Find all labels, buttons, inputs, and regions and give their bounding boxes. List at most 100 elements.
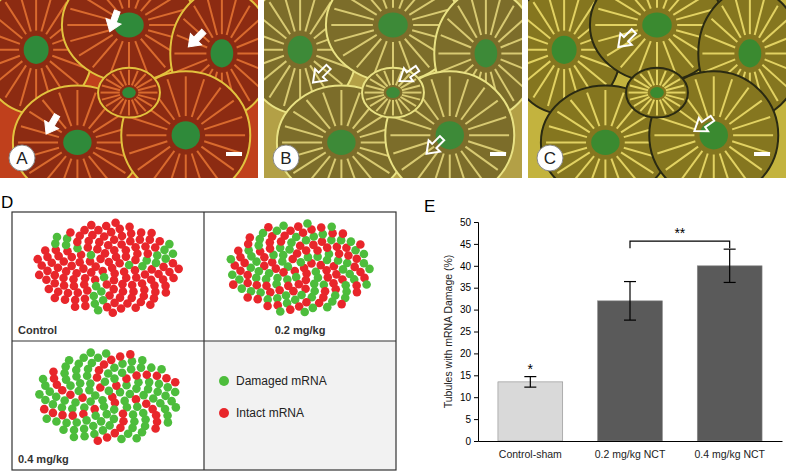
error-bar [524,377,536,388]
germ-cell-column [735,0,745,35]
damaged-dot [228,271,237,280]
damaged-dot [279,222,288,231]
micrograph [528,0,786,178]
tick-label: 30 [460,304,472,315]
damaged-dot [302,236,311,245]
error-bar-cap [724,282,736,283]
damaged-dot [252,274,261,283]
damaged-dot [365,265,374,274]
germ-cell-column [501,35,522,47]
germ-cell-column [151,151,175,178]
damaged-dot [157,365,166,374]
germ-cell-column [765,35,786,47]
germ-cell-column [656,0,658,8]
tick-label: 5 [465,414,471,425]
germ-cell-column [221,0,223,34]
germ-cell-column [438,52,470,54]
tick: 25 [460,326,478,337]
germ-cell-column [366,95,384,100]
germ-cell-column [617,156,641,178]
intact-dot [132,395,141,404]
lumen [591,130,619,155]
damaged-dot [227,255,236,264]
intact-dot [110,235,119,244]
damaged-dot [117,435,126,444]
intact-dot [162,374,171,383]
intact-dot [174,265,183,274]
damaged-dot [327,222,336,231]
tick: 20 [460,348,478,359]
intact-dot [33,255,42,264]
damaged-dot [110,405,119,414]
intact-dot [356,240,365,249]
intact-dot [126,237,135,246]
germ-cell-column [177,59,207,71]
intact-dot [81,302,90,311]
lumen [739,39,762,67]
lumen [700,121,728,149]
plot-area [498,249,762,441]
germ-cell-column [50,61,78,84]
germ-cell-column [207,0,217,35]
damaged-dot [171,388,180,397]
germ-cell-column [762,65,786,88]
germ-cell-column [702,52,734,54]
intact-dot [146,300,155,309]
damaged-dot [169,249,178,258]
intact-dot [344,251,353,260]
intact-dot [41,246,50,255]
intact-dot [66,228,75,237]
germ-cell-column [101,92,120,94]
germ-cell-column [0,49,19,51]
germ-cell-column [713,76,715,116]
germ-cell-column [76,159,78,178]
micrograph [264,0,522,178]
tick-label: 35 [460,282,472,293]
germ-cell-column [621,152,653,173]
germ-cell-column [666,92,685,94]
germ-cell-column [357,0,381,11]
intact-dot [87,221,96,230]
damaged-dot [102,349,111,358]
germ-cell-column [656,100,658,115]
germ-cell-column [374,0,387,9]
damaged-dot [138,356,147,365]
germ-cell-column [185,155,187,178]
intact-dot [171,378,180,387]
arrow [39,111,64,138]
damaged-dot [52,417,61,426]
damaged-dot [94,306,103,315]
tick-label: 0 [465,436,471,447]
intact-dot [105,258,114,267]
germ-cell-column [340,159,342,178]
x-axis: Control-sham0.2 mg/kg NCT0.4 mg/kg NCT [479,441,783,460]
tick-label: 50 [460,217,472,228]
damaged-dot [59,425,68,434]
micrograph [0,0,258,178]
damaged-dot [101,378,110,387]
germ-cell-column [35,0,37,31]
germ-cell-column [83,159,95,178]
germ-cell-column [725,151,749,178]
germ-cell-column [528,61,550,84]
lumen [552,36,577,64]
germ-cell-column [468,117,506,129]
germ-cell-column [679,151,703,178]
germ-cell-column [234,65,258,88]
germ-cell-column [431,79,443,117]
intact-dot [100,360,109,369]
damaged-dot [282,291,291,300]
damaged-dot [89,422,98,431]
germ-cell-column [657,141,695,153]
germ-cell-column [587,93,599,127]
germ-cell-column [495,6,514,38]
damaged-dot [300,308,309,317]
germ-cell-column [231,6,250,38]
damaged-dot [110,364,119,373]
germ-cell-column [654,134,694,136]
lumen [642,12,672,37]
figure: ABCDControl0.2 mg/kg0.4 mg/kgDamaged mRN… [0,0,786,474]
tick: 40 [460,261,478,272]
tick-label: Control-sham [499,448,562,460]
germ-cell-column [621,0,645,11]
